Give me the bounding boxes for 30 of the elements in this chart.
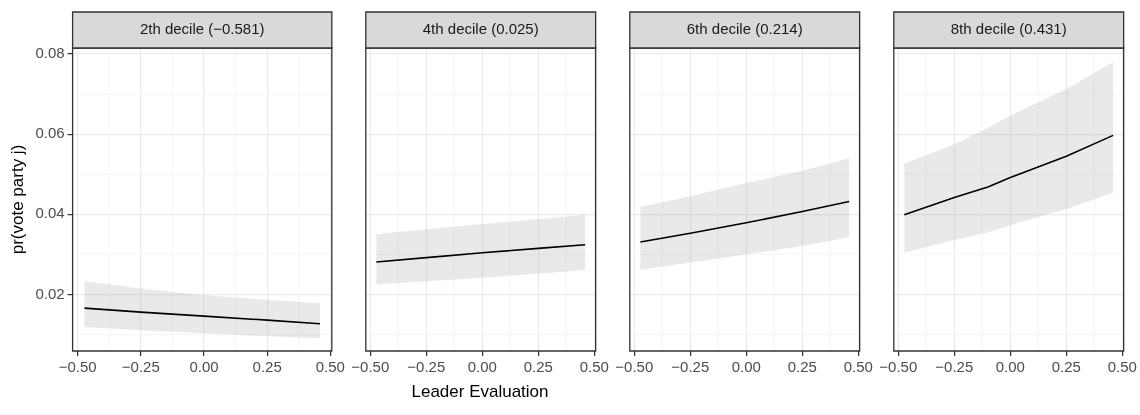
y-tick-label: 0.06: [35, 124, 65, 142]
chart-title: 2th decile (−0.581): [139, 20, 265, 38]
y-tick-label: 0.04: [35, 204, 65, 222]
x-tick-label: −0.25: [935, 358, 974, 376]
x-axis-title: Leader Evaluation: [410, 382, 550, 402]
x-tick-label: −0.25: [407, 358, 446, 376]
x-tick-label: −0.50: [351, 358, 390, 376]
x-tick-label: −0.50: [879, 358, 918, 376]
chart-title: 8th decile (0.431): [950, 20, 1067, 38]
x-tick-label: 0.50: [579, 358, 609, 376]
x-tick-label: 0.00: [731, 358, 761, 376]
chart-title: 4th decile (0.025): [422, 20, 539, 38]
x-tick-label: 0.50: [843, 358, 873, 376]
x-tick-label: 0.25: [523, 358, 553, 376]
x-tick-label: −0.50: [615, 358, 654, 376]
x-tick-label: 0.25: [252, 358, 282, 376]
x-tick-label: 0.50: [1107, 358, 1137, 376]
y-axis-title: pr(vote party j): [7, 144, 27, 255]
x-tick-label: −0.25: [671, 358, 710, 376]
chart-title: 6th decile (0.214): [686, 20, 803, 38]
x-tick-label: 0.00: [189, 358, 219, 376]
y-tick-label: 0.08: [35, 44, 65, 62]
x-tick-label: −0.50: [58, 358, 97, 376]
x-tick-label: 0.00: [467, 358, 497, 376]
x-tick-label: 0.50: [315, 358, 345, 376]
x-tick-label: −0.25: [121, 358, 160, 376]
x-tick-label: 0.00: [995, 358, 1025, 376]
y-tick-label: 0.02: [35, 284, 65, 302]
x-tick-label: 0.25: [787, 358, 817, 376]
x-tick-label: 0.25: [1051, 358, 1081, 376]
